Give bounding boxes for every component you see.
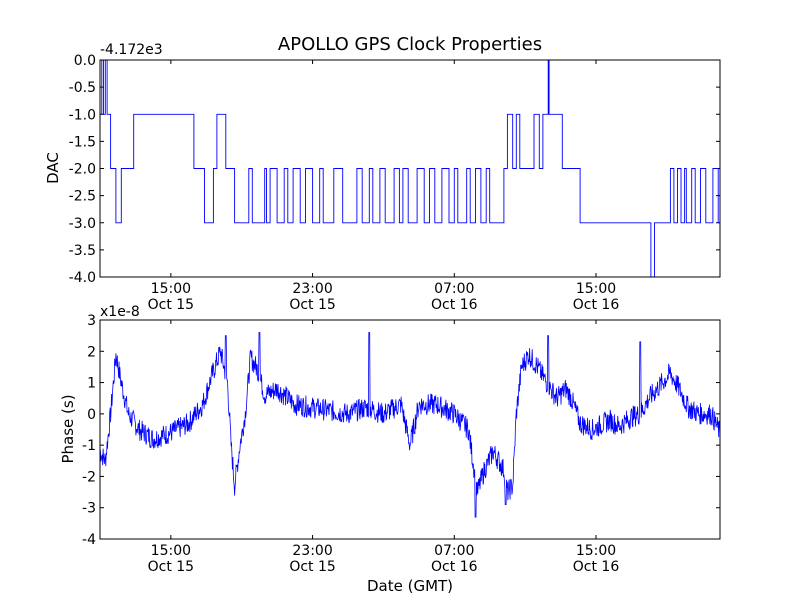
dac-tick-group: -4.0 -3.5 -3.0 -2.5 -2.0 -1.5 -1.0 -0.5 0.0 15:00… (69, 53, 720, 313)
dac-ytick-label: -2.5 (69, 189, 96, 205)
phase-xtick-date-label: Oct 16 (431, 559, 478, 575)
phase-xtick-date-label: Oct 16 (573, 559, 620, 575)
dac-offset-label: -4.172e3 (100, 42, 163, 58)
dac-panel: -4.0 -3.5 -3.0 -2.5 -2.0 -1.5 -1.0 -0.5 0.0 15:00… (44, 42, 721, 313)
phase-xtick-date-label: Oct 15 (289, 559, 335, 575)
phase-ytick-label: -4 (82, 532, 96, 548)
dac-xtick-date-label: Oct 15 (289, 297, 335, 313)
phase-ytick-label: 3 (87, 313, 96, 329)
phase-ytick-label: 1 (87, 376, 96, 392)
phase-xtick-time-label: 15:00 (576, 543, 616, 559)
dac-xtick-time-label: 15:00 (576, 281, 616, 297)
phase-xtick-time-label: 23:00 (292, 543, 332, 559)
phase-offset-label: x1e-8 (100, 304, 140, 320)
dac-axes-frame (99, 59, 721, 278)
dac-ytick-label: -4.0 (69, 270, 96, 286)
phase-axes-frame (99, 319, 721, 540)
dac-ytick-label: 0.0 (74, 53, 96, 69)
dac-xtick-date-label: Oct 16 (431, 297, 478, 313)
dac-ytick-label: -1.0 (69, 107, 96, 123)
dac-ytick-label: -0.5 (69, 80, 96, 96)
dac-ytick-label: -1.5 (69, 134, 96, 150)
x-axis-label: Date (GMT) (367, 577, 453, 595)
dac-xtick-date-label: Oct 15 (148, 297, 194, 313)
dac-ytick-label: -3.0 (69, 216, 96, 232)
dac-xtick-time-label: 23:00 (292, 281, 332, 297)
phase-ytick-label: -2 (82, 469, 96, 485)
phase-ytick-label: -1 (82, 438, 96, 454)
dac-xtick-time-label: 07:00 (434, 281, 474, 297)
phase-ytick-label: -3 (82, 501, 96, 517)
phase-ytick-label: 2 (87, 344, 96, 360)
dac-xtick-date-label: Oct 16 (573, 297, 620, 313)
phase-plot-area (100, 320, 720, 539)
phase-series-line (99, 332, 721, 518)
dac-ytick-label: -2.0 (69, 162, 96, 178)
phase-ytick-label: 0 (87, 407, 96, 423)
dac-plot-area (100, 60, 720, 277)
chart-title: APOLLO GPS Clock Properties (278, 34, 542, 55)
phase-xtick-time-label: 15:00 (151, 543, 191, 559)
phase-xtick-date-label: Oct 15 (148, 559, 194, 575)
phase-xtick-time-label: 07:00 (434, 543, 474, 559)
dac-ytick-label: -3.5 (69, 243, 96, 259)
phase-ylabel: Phase (s) (59, 394, 77, 463)
dac-ylabel: DAC (44, 152, 62, 184)
dac-xtick-time-label: 15:00 (151, 281, 191, 297)
